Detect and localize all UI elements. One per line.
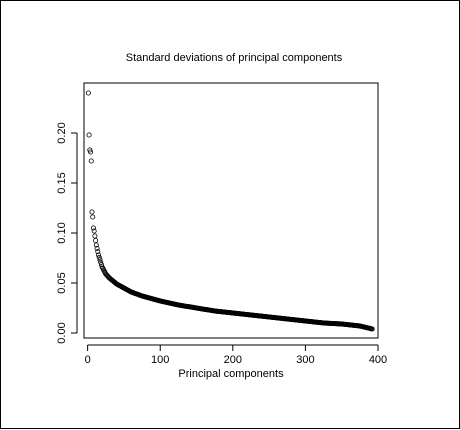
data-point <box>90 225 96 231</box>
data-point <box>95 249 101 255</box>
x-tick-label: 200 <box>224 354 242 366</box>
data-point <box>89 209 95 215</box>
y-tick-label: 0.00 <box>56 322 68 343</box>
chart-title: Standard deviations of principal compone… <box>126 52 343 64</box>
data-point <box>90 214 96 220</box>
y-tick-label: 0.10 <box>56 222 68 243</box>
x-tick-label: 300 <box>296 354 314 366</box>
data-point <box>369 326 375 332</box>
data-point <box>96 254 102 260</box>
data-point <box>94 245 100 251</box>
data-point <box>85 90 91 96</box>
x-tick-label: 400 <box>369 354 387 366</box>
x-axis-label: Principal components <box>178 368 284 380</box>
data-point <box>98 259 104 265</box>
y-axis: 0.00 0.05 0.10 0.15 0.20 <box>56 122 78 344</box>
x-axis: 0 100 200 300 400 <box>85 344 387 366</box>
plot-box <box>83 82 379 339</box>
data-point <box>88 149 94 155</box>
y-tick-label: 0.15 <box>56 172 68 193</box>
data-point <box>97 257 103 263</box>
data-point <box>96 252 102 258</box>
y-tick-label: 0.05 <box>56 272 68 293</box>
data-point <box>91 228 97 234</box>
data-point <box>93 242 99 248</box>
data-points <box>85 90 375 332</box>
data-point <box>93 237 99 243</box>
x-tick-label: 100 <box>151 354 169 366</box>
data-point <box>92 233 98 239</box>
data-point <box>88 158 94 164</box>
x-tick-label: 0 <box>85 354 91 366</box>
data-point <box>86 132 92 138</box>
y-tick-label: 0.20 <box>56 122 68 143</box>
